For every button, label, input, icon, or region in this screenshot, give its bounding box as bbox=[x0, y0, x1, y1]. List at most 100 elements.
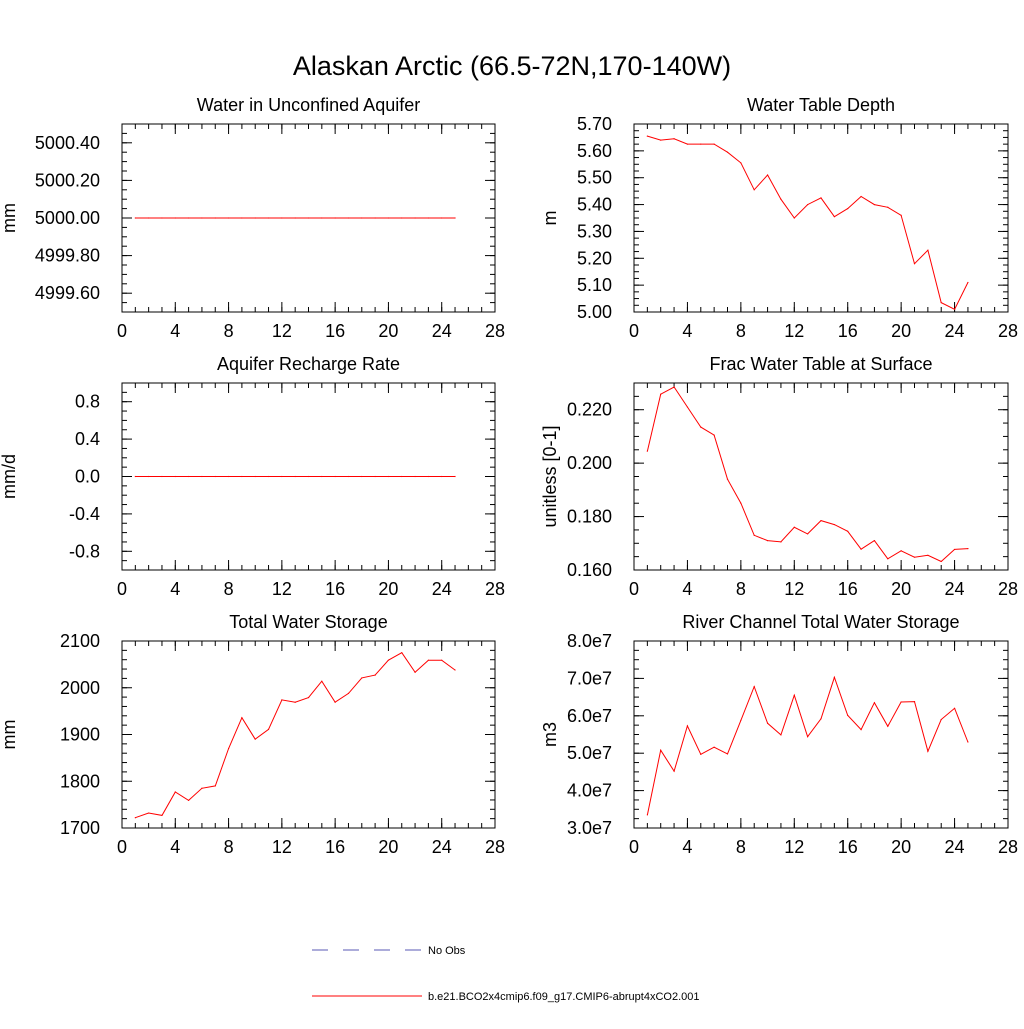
data-point bbox=[374, 674, 376, 676]
data-point bbox=[294, 701, 296, 703]
data-point bbox=[940, 302, 942, 304]
series-line bbox=[647, 135, 969, 310]
data-point bbox=[646, 135, 648, 137]
data-point bbox=[753, 189, 755, 191]
y-tick-label: 5000.40 bbox=[35, 133, 100, 153]
data-point bbox=[726, 151, 729, 153]
data-point bbox=[134, 817, 136, 819]
x-tick-label: 0 bbox=[629, 837, 639, 857]
data-point bbox=[927, 554, 929, 556]
panel-title: Water in Unconfined Aquifer bbox=[197, 95, 420, 115]
y-tick-label: 0.220 bbox=[567, 400, 612, 420]
x-tick-label: 8 bbox=[224, 837, 234, 857]
data-point bbox=[780, 734, 782, 736]
y-tick-label: 4999.80 bbox=[35, 246, 100, 266]
data-point bbox=[241, 475, 243, 478]
data-point bbox=[281, 699, 283, 701]
data-point bbox=[807, 736, 809, 738]
data-point bbox=[188, 217, 190, 219]
x-tick-label: 28 bbox=[998, 579, 1018, 599]
series-line bbox=[646, 386, 968, 563]
x-tick-label: 20 bbox=[891, 579, 911, 599]
data-point bbox=[873, 203, 876, 206]
data-point bbox=[713, 143, 715, 145]
x-tick-label: 8 bbox=[736, 837, 746, 857]
x-tick-label: 24 bbox=[945, 579, 965, 599]
y-tick-label: 5.50 bbox=[577, 168, 612, 188]
data-point bbox=[847, 530, 849, 532]
x-tick-label: 8 bbox=[224, 579, 234, 599]
x-tick-label: 12 bbox=[784, 837, 804, 857]
x-tick-label: 12 bbox=[784, 321, 804, 341]
data-point bbox=[913, 700, 916, 703]
y-tick-label: 0.0 bbox=[75, 467, 100, 487]
plot-frame bbox=[121, 640, 496, 829]
y-tick-label: 5.30 bbox=[577, 221, 612, 241]
y-tick-label: 5.60 bbox=[577, 141, 612, 161]
y-tick-label: 5.40 bbox=[577, 195, 612, 215]
x-tick-label: 16 bbox=[838, 579, 858, 599]
data-point bbox=[188, 475, 190, 478]
x-tick-label: 20 bbox=[378, 837, 398, 857]
data-point bbox=[887, 206, 889, 208]
data-point bbox=[887, 725, 889, 727]
data-point bbox=[740, 162, 742, 164]
y-tick-label: 4.0e7 bbox=[567, 781, 612, 801]
data-point bbox=[161, 475, 163, 478]
data-point bbox=[374, 475, 376, 478]
data-point bbox=[740, 719, 742, 721]
y-axis-label: mm bbox=[0, 720, 19, 750]
x-tick-label: 24 bbox=[432, 321, 452, 341]
data-point bbox=[254, 475, 256, 478]
data-point bbox=[214, 475, 216, 478]
data-point bbox=[953, 548, 956, 551]
data-point bbox=[873, 540, 876, 542]
y-tick-label: 5000.00 bbox=[35, 208, 100, 228]
data-point bbox=[686, 143, 689, 145]
data-point bbox=[807, 203, 809, 206]
y-tick-label: 3.0e7 bbox=[567, 818, 612, 838]
data-point bbox=[860, 729, 862, 731]
data-point bbox=[134, 475, 136, 478]
x-tick-label: 16 bbox=[838, 837, 858, 857]
data-point bbox=[174, 791, 176, 793]
x-tick-label: 16 bbox=[325, 837, 345, 857]
y-tick-label: 4999.60 bbox=[35, 283, 100, 303]
data-point bbox=[660, 749, 662, 751]
y-axis-label: mm/d bbox=[0, 454, 19, 499]
y-axis-label: m bbox=[540, 211, 560, 226]
data-point bbox=[793, 217, 795, 219]
data-point bbox=[374, 217, 376, 219]
data-point bbox=[766, 722, 769, 724]
data-point bbox=[454, 217, 456, 219]
x-tick-label: 20 bbox=[891, 321, 911, 341]
data-point bbox=[454, 475, 456, 478]
data-point bbox=[401, 475, 403, 478]
y-tick-label: 0.4 bbox=[75, 429, 100, 449]
data-point bbox=[913, 263, 916, 265]
panel-3: Aquifer Recharge Rate 0 4 8 12 16 20 24 28 -0.8 -0… bbox=[0, 354, 505, 599]
data-point bbox=[700, 143, 702, 145]
data-point bbox=[201, 787, 203, 789]
x-tick-label: 20 bbox=[378, 579, 398, 599]
data-point bbox=[401, 217, 403, 219]
data-point bbox=[686, 725, 689, 727]
y-tick-label: 2000 bbox=[60, 678, 100, 698]
data-point bbox=[713, 746, 715, 748]
data-point bbox=[726, 753, 729, 755]
y-tick-label: 8.0e7 bbox=[567, 631, 612, 651]
data-point bbox=[900, 214, 902, 216]
data-point bbox=[967, 741, 969, 743]
data-point bbox=[847, 208, 849, 210]
data-point bbox=[254, 217, 256, 219]
data-point bbox=[161, 814, 163, 816]
data-point bbox=[414, 217, 416, 219]
data-point bbox=[673, 770, 675, 772]
y-tick-label: -0.8 bbox=[69, 541, 100, 561]
data-point bbox=[401, 652, 403, 654]
data-point bbox=[134, 217, 136, 219]
panel-4: Frac Water Table at Surface 0 4 8 12 16 20 24 28… bbox=[540, 354, 1018, 599]
y-tick-label: 5.20 bbox=[577, 248, 612, 268]
series-line bbox=[646, 675, 969, 816]
x-tick-label: 8 bbox=[224, 321, 234, 341]
